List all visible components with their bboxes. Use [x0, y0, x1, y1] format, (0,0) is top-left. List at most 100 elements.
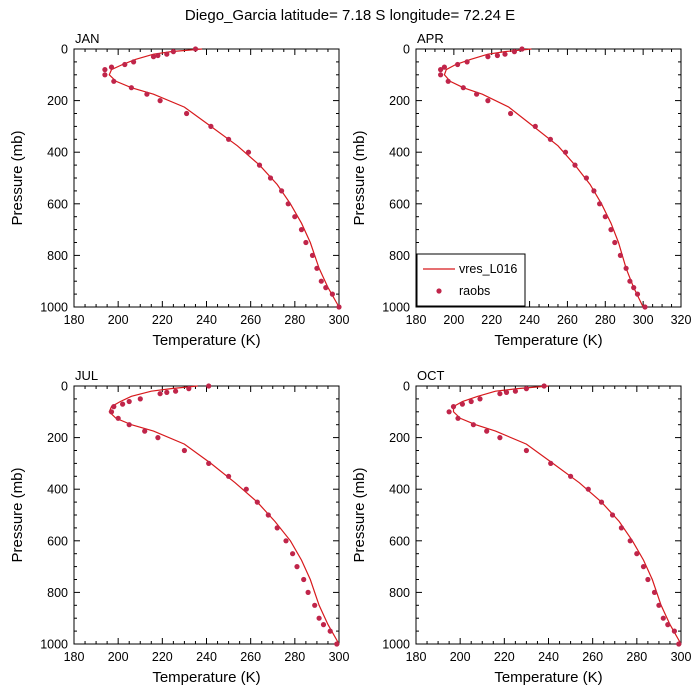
x-tick-label: 260 [240, 313, 261, 327]
raobs-point [464, 59, 470, 65]
raobs-point [502, 51, 508, 57]
y-tick-label: 200 [389, 94, 410, 108]
raobs-point [265, 512, 271, 518]
raobs-point [583, 175, 590, 181]
raobs-point [450, 404, 457, 410]
x-tick-label: 220 [494, 650, 515, 664]
series-line-vres-l016 [108, 48, 340, 308]
raobs-point [523, 386, 530, 392]
raobs-point [460, 85, 466, 91]
raobs-point [676, 641, 682, 647]
raobs-point [137, 396, 143, 402]
legend-label-obs: raobs [459, 284, 490, 298]
raobs-point [192, 46, 199, 52]
raobs-point [126, 422, 132, 428]
y-tick-label: 800 [47, 249, 68, 263]
y-tick-label: 800 [389, 586, 410, 600]
raobs-point [256, 162, 263, 168]
y-tick-label: 400 [389, 146, 410, 160]
y-tick-label: 1000 [40, 301, 68, 315]
raobs-point [634, 291, 641, 297]
y-tick-label: 800 [47, 586, 68, 600]
y-tick-label: 1000 [382, 301, 410, 315]
raobs-point [474, 91, 480, 97]
raobs-point [532, 123, 538, 129]
raobs-point [445, 78, 451, 84]
raobs-point [108, 64, 115, 70]
panel-label: OCT [417, 368, 445, 383]
x-tick-label: 200 [108, 650, 129, 664]
raobs-point [455, 61, 461, 68]
raobs-point [208, 123, 214, 129]
x-tick-label: 300 [671, 650, 692, 664]
raobs-point [634, 551, 640, 557]
raobs-point [627, 278, 633, 284]
raobs-point [438, 67, 444, 73]
raobs-point [294, 564, 300, 570]
x-axis-title: Temperature (K) [152, 332, 260, 349]
raobs-point [623, 265, 629, 271]
raobs-point [142, 428, 148, 434]
raobs-point [301, 576, 307, 583]
raobs-point [126, 398, 132, 405]
raobs-point [541, 383, 547, 389]
raobs-point [618, 525, 625, 531]
x-tick-label: 240 [519, 313, 540, 327]
raobs-point [157, 391, 163, 397]
x-tick-label: 280 [595, 313, 616, 327]
raobs-point [642, 304, 648, 310]
y-tick-label: 0 [403, 380, 410, 394]
x-tick-label: 260 [240, 650, 261, 664]
panel-apr: APR 180 200 220 240 260 280 300 320 0 200 400 600 800… [351, 31, 691, 349]
raobs-point [497, 391, 503, 397]
y-tick-label: 200 [47, 94, 68, 108]
raobs-point [329, 291, 335, 297]
y-tick-label: 1000 [382, 638, 410, 652]
panel-oct: OCT 180 200 220 240 260 280 300 0 200 400 600 800 100… [351, 368, 691, 686]
plot-frame [73, 48, 340, 308]
raobs-point [111, 78, 117, 84]
raobs-point [459, 401, 465, 407]
y-tick-label: 0 [61, 380, 68, 394]
raobs-point [184, 110, 190, 117]
raobs-point [314, 265, 320, 271]
y-tick-label: 600 [47, 534, 68, 548]
raobs-point [327, 628, 333, 634]
raobs-point [660, 615, 666, 621]
raobs-point [102, 72, 108, 78]
raobs-point [665, 622, 671, 628]
raobs-point [519, 46, 525, 52]
x-tick-label: 220 [152, 313, 173, 327]
legend-box [416, 253, 526, 307]
raobs-point [292, 214, 298, 220]
x-tick-label: 300 [329, 313, 350, 327]
x-tick-label: 220 [152, 650, 173, 664]
raobs-point [279, 188, 285, 194]
raobs-point [290, 551, 296, 557]
raobs-point [318, 278, 324, 284]
raobs-point [568, 473, 574, 479]
raobs-point [671, 628, 678, 634]
raobs-point [155, 52, 161, 59]
series-line-vres-l016 [108, 385, 340, 645]
y-tick-label: 200 [389, 431, 410, 445]
x-tick-label: 260 [582, 650, 603, 664]
panel-label: APR [417, 31, 444, 46]
x-tick-label: 240 [538, 650, 559, 664]
panel-label: JUL [75, 368, 98, 383]
raobs-point [438, 72, 444, 78]
raobs-point [267, 175, 274, 181]
raobs-point [608, 227, 614, 233]
x-tick-label: 240 [196, 650, 217, 664]
y-tick-label: 400 [47, 483, 68, 497]
x-axis-title: Temperature (K) [152, 669, 260, 686]
x-axis-title: Temperature (K) [494, 669, 602, 686]
x-tick-label: 180 [406, 313, 427, 327]
raobs-point [497, 435, 503, 441]
x-tick-label: 200 [443, 313, 464, 327]
series-line-vres-l016 [452, 385, 682, 645]
raobs-point [597, 201, 603, 207]
raobs-point [312, 602, 318, 608]
